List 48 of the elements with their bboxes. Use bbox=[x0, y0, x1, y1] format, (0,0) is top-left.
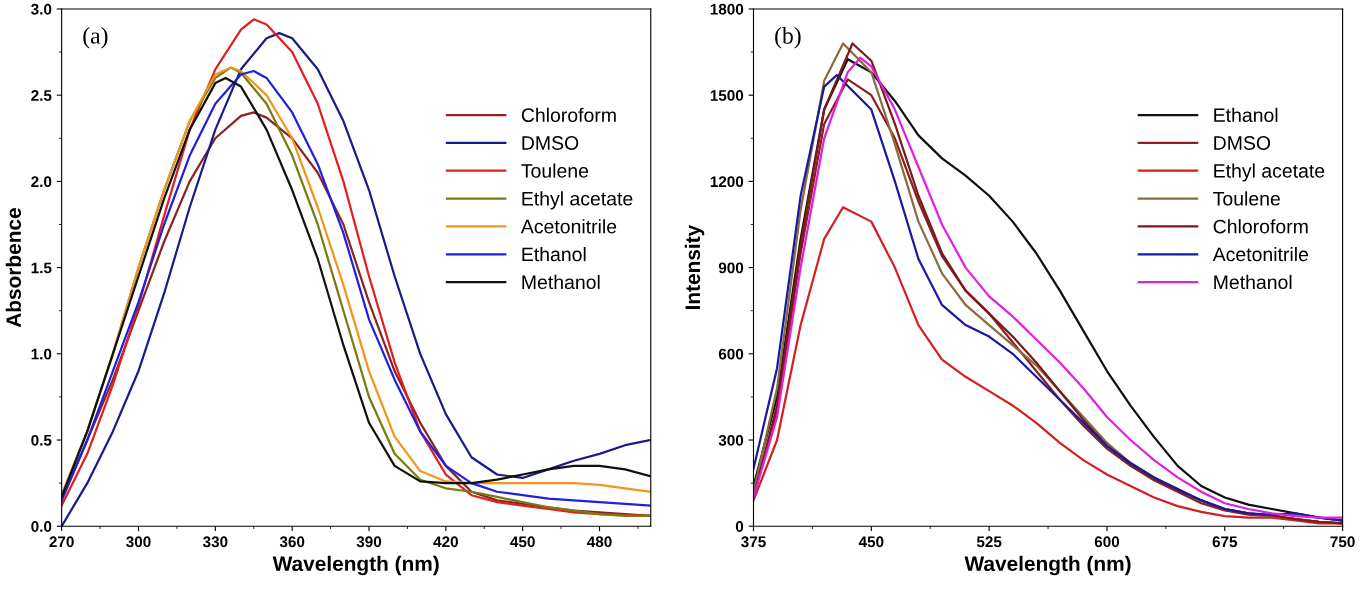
x-tick-label: 600 bbox=[1094, 536, 1120, 548]
legend-label: Methanol bbox=[522, 274, 600, 290]
text: (b) bbox=[775, 27, 801, 49]
legend-label: Toulene bbox=[1213, 191, 1280, 206]
x-tick-label: 420 bbox=[433, 536, 458, 548]
x-tick-label: 450 bbox=[858, 536, 884, 548]
legend-label: Ethanol bbox=[522, 246, 586, 262]
x-tick-label: 270 bbox=[49, 536, 74, 548]
legend-label: Ethanol bbox=[1214, 107, 1278, 123]
legend-label: DMSO bbox=[522, 136, 579, 150]
x-tick-label: 750 bbox=[1330, 536, 1355, 548]
x-tick-label: 360 bbox=[279, 536, 305, 548]
y-tick-label: 2.0 bbox=[31, 176, 52, 188]
x-tick-label: 330 bbox=[202, 536, 228, 548]
x-tick-label: 525 bbox=[976, 536, 1002, 548]
y-tick-label: 0.5 bbox=[31, 434, 52, 446]
y-axis-title: Absorbence bbox=[5, 208, 22, 328]
y-tick-label: 3.0 bbox=[31, 3, 52, 15]
x-tick-label: 480 bbox=[587, 536, 612, 548]
y-tick-label: 600 bbox=[718, 348, 744, 360]
y-tick-label: 1.0 bbox=[31, 348, 52, 360]
x-axis-title: Wavelength (nm) bbox=[964, 555, 1131, 576]
x-tick-label: 375 bbox=[741, 536, 766, 548]
x-tick-label: 300 bbox=[126, 536, 151, 548]
y-tick-label: 1800 bbox=[710, 3, 744, 15]
legend-label: Acetonitrile bbox=[520, 219, 617, 234]
x-tick-label: 390 bbox=[356, 536, 382, 548]
legend-label: Chloroform bbox=[521, 107, 616, 123]
legend-label: Ethyl acetate bbox=[522, 191, 633, 210]
y-tick-label: 0 bbox=[735, 521, 744, 532]
text: (a) bbox=[83, 27, 108, 49]
legend-label: DMSO bbox=[1214, 136, 1271, 150]
y-axis-title: Intensity bbox=[684, 224, 705, 310]
y-tick-label: 1500 bbox=[710, 90, 744, 101]
y-tick-label: 900 bbox=[718, 262, 744, 274]
y-tick-label: 2.5 bbox=[31, 90, 52, 101]
y-tick-label: 0.0 bbox=[31, 521, 52, 532]
legend-label: Acetonitrile bbox=[1212, 246, 1309, 262]
x-tick-label: 675 bbox=[1212, 536, 1238, 548]
y-tick-label: 1200 bbox=[710, 176, 744, 188]
legend-label: Chloroform bbox=[1213, 219, 1308, 234]
legend-label: Ethyl acetate bbox=[1214, 163, 1325, 182]
y-tick-label: 1.5 bbox=[31, 262, 52, 274]
x-axis-title: Wavelength (nm) bbox=[272, 555, 439, 576]
legend-label: Methanol bbox=[1214, 274, 1292, 290]
x-tick-label: 450 bbox=[510, 536, 535, 548]
legend-label: Toulene bbox=[521, 163, 589, 178]
y-tick-label: 300 bbox=[718, 434, 744, 446]
